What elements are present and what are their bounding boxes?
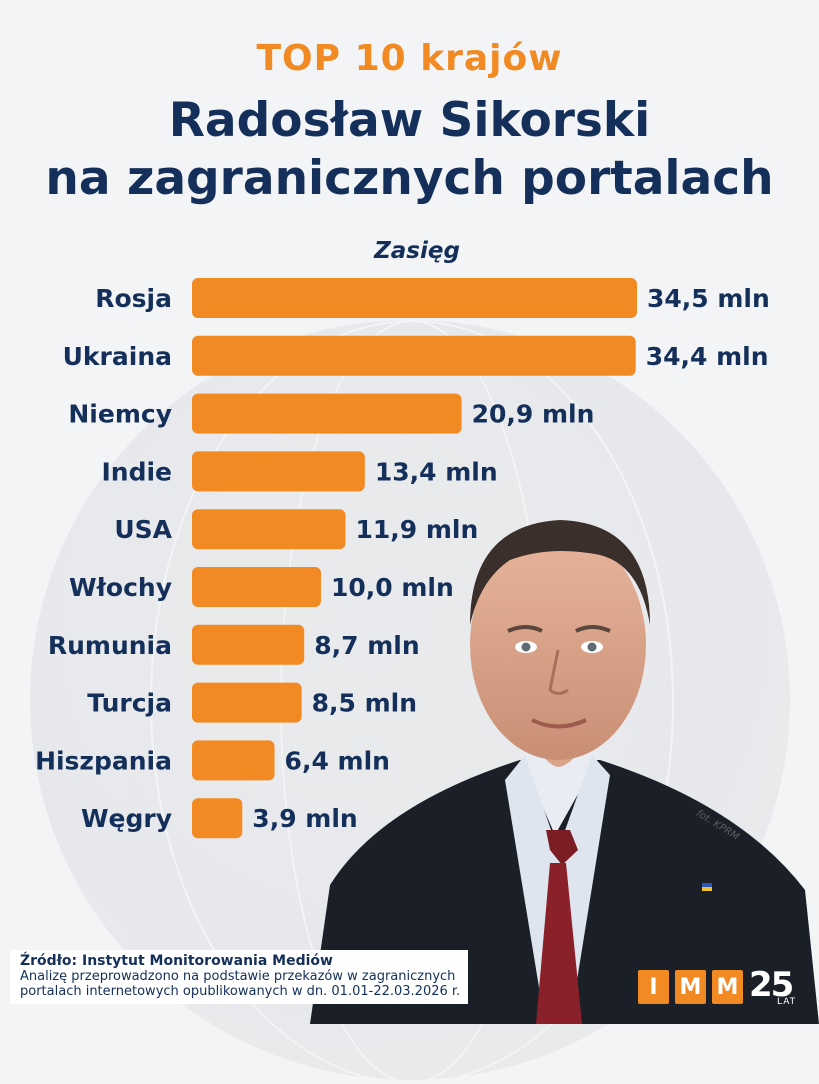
category-label-rosja: Rosja xyxy=(95,284,172,313)
category-label-wegry: Węgry xyxy=(81,804,172,833)
source-note-line-2: portalach internetowych opublikowanych w… xyxy=(20,984,461,999)
category-label-turcja: Turcja xyxy=(87,689,172,718)
anniversary-badge: 25 LAT xyxy=(749,965,797,1007)
category-label-wlochy: Włochy xyxy=(69,573,172,602)
value-label-ukraina: 34,4 mln xyxy=(646,342,769,371)
kicker-title: TOP 10 krajów xyxy=(256,38,563,79)
value-label-hiszpania: 6,4 mln xyxy=(285,746,390,775)
source-label: Źródło: Instytut Monitorowania Mediów xyxy=(20,953,333,969)
portrait-photo xyxy=(310,520,819,1024)
anniversary-word: LAT xyxy=(777,997,797,1007)
source-note-line-1: Analizę przeprowadzono na podstawie prze… xyxy=(20,969,456,984)
category-label-usa: USA xyxy=(114,515,172,544)
value-label-wegry: 3,9 mln xyxy=(252,804,357,833)
headline-line-2: na zagranicznych portalach xyxy=(45,151,774,206)
bar-rumunia xyxy=(192,624,305,665)
bar-rosja xyxy=(192,278,637,318)
value-label-usa: 11,9 mln xyxy=(355,515,478,544)
logo-letter-m2: M xyxy=(712,970,743,1004)
bar-ukraina xyxy=(192,335,636,376)
bar-wegry xyxy=(192,798,243,839)
value-label-niemcy: 20,9 mln xyxy=(472,400,595,429)
value-label-rosja: 34,5 mln xyxy=(647,284,770,313)
value-label-indie: 13,4 mln xyxy=(375,457,498,486)
bar-turcja xyxy=(192,682,302,723)
source-footer: Źródło: Instytut Monitorowania Mediów An… xyxy=(10,950,469,1004)
category-label-hiszpania: Hiszpania xyxy=(35,746,172,775)
bar-wlochy xyxy=(192,567,321,607)
logo-letter-m1: M xyxy=(675,970,706,1004)
category-label-indie: Indie xyxy=(101,457,172,486)
value-label-wlochy: 10,0 mln xyxy=(331,573,454,602)
category-label-rumunia: Rumunia xyxy=(48,631,172,660)
bar-niemcy xyxy=(192,393,462,434)
logo-letter-i: I xyxy=(638,970,669,1004)
bar-indie xyxy=(192,451,365,492)
bar-chart: Rosja 34,5 mln Ukraina 34,4 mln Niemcy 20,9 m… xyxy=(35,278,770,839)
headline-line-1: Radosław Sikorski xyxy=(168,93,651,148)
category-label-ukraina: Ukraina xyxy=(63,342,172,371)
chart-title: Zasięg xyxy=(374,238,460,264)
value-label-rumunia: 8,7 mln xyxy=(314,631,419,660)
bar-hiszpania xyxy=(192,740,275,781)
imm-logo: I M M 25 LAT xyxy=(638,965,797,1007)
category-label-niemcy: Niemcy xyxy=(68,400,172,429)
value-label-turcja: 8,5 mln xyxy=(312,689,417,718)
bar-usa xyxy=(192,509,346,550)
anniversary-number: 25 xyxy=(749,965,794,1005)
